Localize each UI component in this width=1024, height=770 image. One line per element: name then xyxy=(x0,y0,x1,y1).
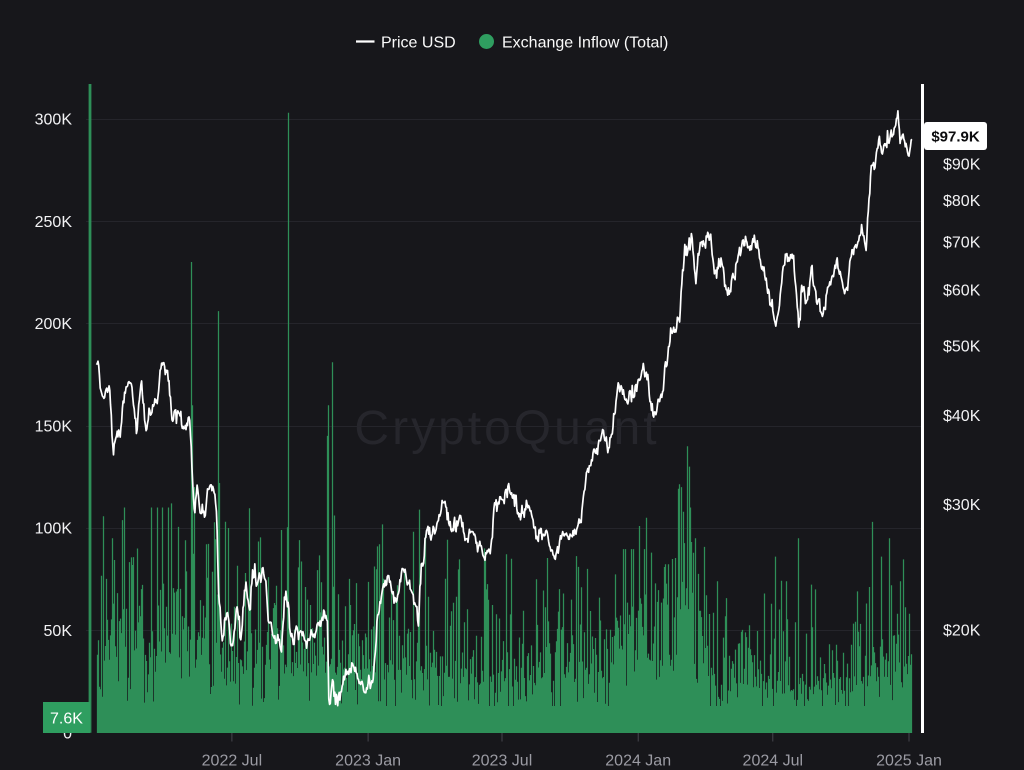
svg-text:2023 Jan: 2023 Jan xyxy=(335,753,401,770)
svg-text:Exchange Inflow (Total): Exchange Inflow (Total) xyxy=(502,35,668,52)
svg-text:$60K: $60K xyxy=(943,282,981,299)
svg-text:$97.9K: $97.9K xyxy=(931,129,980,146)
svg-text:100K: 100K xyxy=(35,521,73,538)
svg-text:$50K: $50K xyxy=(943,339,981,356)
svg-text:7.6K: 7.6K xyxy=(50,711,83,728)
svg-text:50K: 50K xyxy=(44,623,73,640)
svg-text:$30K: $30K xyxy=(943,497,981,514)
svg-text:$40K: $40K xyxy=(943,408,981,425)
svg-text:150K: 150K xyxy=(35,418,73,435)
svg-text:CryptoQuant: CryptoQuant xyxy=(354,402,659,455)
svg-text:2023 Jul: 2023 Jul xyxy=(472,753,533,770)
svg-text:300K: 300K xyxy=(35,112,73,129)
svg-text:$80K: $80K xyxy=(943,193,981,210)
svg-text:2022 Jul: 2022 Jul xyxy=(202,753,263,770)
svg-text:$90K: $90K xyxy=(943,157,981,174)
svg-text:0: 0 xyxy=(63,725,72,742)
svg-text:Price USD: Price USD xyxy=(381,35,456,52)
svg-text:$70K: $70K xyxy=(943,235,981,252)
svg-text:250K: 250K xyxy=(35,214,73,231)
svg-text:$20K: $20K xyxy=(943,622,981,639)
svg-text:200K: 200K xyxy=(35,316,73,333)
svg-text:2024 Jan: 2024 Jan xyxy=(605,753,671,770)
svg-text:2025 Jan: 2025 Jan xyxy=(876,753,942,770)
svg-text:2024 Jul: 2024 Jul xyxy=(743,753,804,770)
